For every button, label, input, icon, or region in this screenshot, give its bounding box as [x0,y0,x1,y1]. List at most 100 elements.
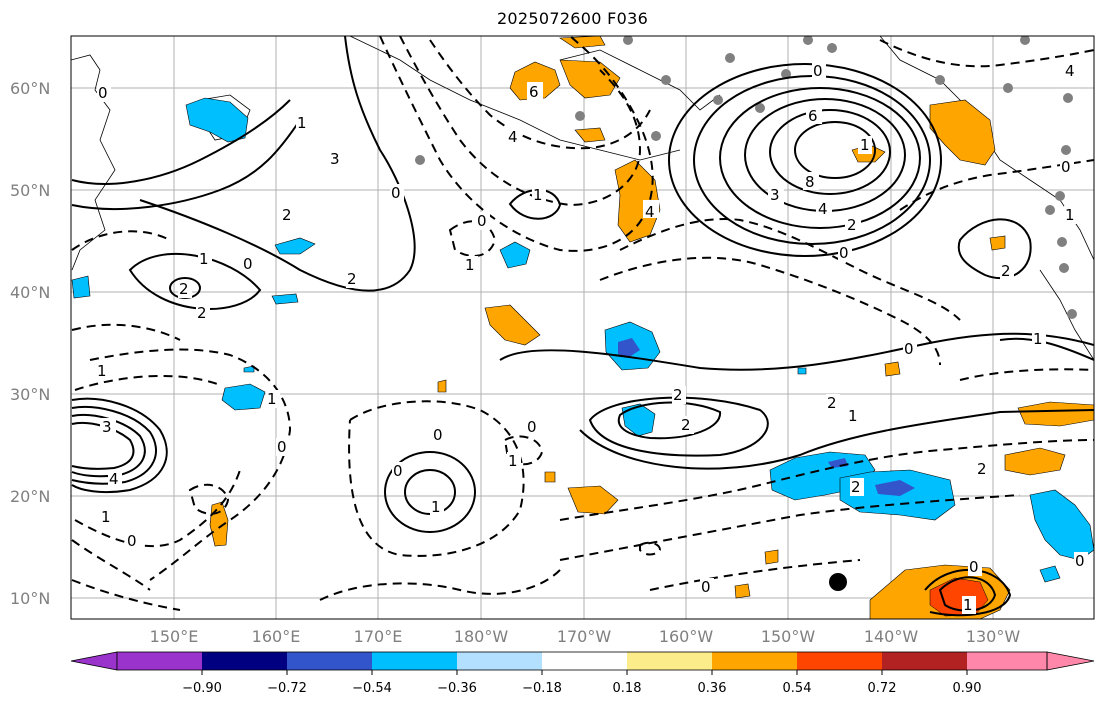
contour-label: 0 [1075,552,1085,570]
contour-label: 0 [527,418,537,436]
lat-label: 20°N [10,487,50,506]
latitude-labels: 60°N 50°N 40°N 30°N 20°N 10°N [10,79,50,608]
lon-label: 160°E [252,627,301,646]
colorbar-segment [627,652,712,670]
contour-label: 2 [347,270,357,288]
colorbar-segment [202,652,287,670]
contour-label: 1 [267,390,277,408]
contour-label: 2 [673,386,683,404]
contour-label: 0 [393,462,403,480]
colorbar-label: 0.54 [783,681,812,696]
contour-label: 1 [465,256,475,274]
contour-label: 0 [904,340,914,358]
longitude-labels: 150°E 160°E 170°E 180°W 170°W 160°W 150°… [150,627,1021,646]
colorbar-label: −0.54 [352,681,392,696]
contour-label: 2 [847,216,857,234]
lat-label: 30°N [10,385,50,404]
colorbar-segment [882,652,967,670]
lon-label: 150°E [150,627,199,646]
contour-label: 1 [860,136,870,154]
contour-label: 2 [681,416,691,434]
colorbar-label: −0.72 [267,681,307,696]
contour-label: 2 [977,460,987,478]
lat-label: 60°N [10,79,50,98]
contour-label: 1 [963,596,973,614]
contour-label: 1 [101,508,111,526]
contour-label: 0 [1061,158,1071,176]
colorbar-label: 0.72 [868,681,897,696]
colorbar-label: 0.18 [613,681,642,696]
colorbar-segment [117,652,202,670]
lon-label: 130°W [966,627,1021,646]
lat-label: 10°N [10,589,50,608]
colorbar-ticks [201,670,968,675]
negative-contours [71,36,1094,611]
contour-label: 4 [1065,62,1075,80]
lon-label: 170°W [557,627,612,646]
contour-label: 1 [297,114,307,132]
contour-label: 4 [818,200,828,218]
colorbar-label: 0.36 [698,681,727,696]
contour-label: 1 [431,498,441,516]
contour-label: 2 [197,304,207,322]
contour-label: 0 [391,184,401,202]
colorbar-segment [712,652,797,670]
contour-label: 1 [97,362,107,380]
contour-label: 1 [199,250,209,268]
contour-label: 0 [701,578,711,596]
colorbar-label: 0.90 [953,681,982,696]
lon-label: 150°W [761,627,816,646]
contour-label: 0 [127,532,137,550]
colorbar-segment [457,652,542,670]
contour-label: 0 [813,62,823,80]
contour-label: 1 [508,452,518,470]
lat-label: 40°N [10,283,50,302]
black-marker [829,573,847,591]
map-title: 2025072600 F036 [496,9,649,28]
contour-label: 6 [529,83,539,101]
colorbar-label: −0.18 [522,681,562,696]
contour-label: 2 [179,280,189,298]
contour-label: 8 [805,173,815,191]
colorbar-labels: −0.90 −0.72 −0.54 −0.36 −0.18 0.18 0.36 … [182,681,981,696]
contour-label: 1 [848,407,858,425]
contour-label: 0 [98,84,108,102]
map-frame [70,35,1095,620]
negative-anomaly-areas [71,97,1094,583]
lon-label: 180°W [454,627,509,646]
lon-label: 140°W [864,627,919,646]
contour-label: 4 [508,128,518,146]
colorbar-segment [372,652,457,670]
contour-label: 2 [851,478,861,496]
contour-label: 3 [102,418,112,436]
colorbar: −0.90 −0.72 −0.54 −0.36 −0.18 0.18 0.36 … [70,651,1095,696]
contour-label: 0 [433,426,443,444]
contour-label: 2 [1001,262,1011,280]
contour-label: 1 [1033,330,1043,348]
contour-label: 6 [808,107,818,125]
contour-label: 4 [645,203,655,221]
colorbar-label: −0.90 [182,681,222,696]
contour-label: 3 [330,150,340,168]
contour-label: 0 [243,255,253,273]
contour-label: 2 [282,206,292,224]
contour-label: 1 [1065,206,1075,224]
colorbar-max-extension [1046,651,1095,671]
colorbar-segment [287,652,372,670]
colorbar-outline [116,651,1048,671]
colorbar-segment [797,652,882,670]
colorbar-min-extension [70,651,118,671]
station-markers [415,36,1077,319]
contour-label: 3 [770,186,780,204]
contour-label: 0 [477,212,487,230]
colorbar-label: −0.36 [437,681,477,696]
contour-label-layer: 6 6 4 4 4 1 1 8 3 3 2 2 2 2 2 2 2 2 2 [96,62,1088,614]
lat-label: 50°N [10,181,50,200]
contour-label: 0 [277,438,287,456]
contour-label: 0 [839,244,849,262]
positive-contours [71,36,1094,617]
colorbar-segment [967,652,1047,670]
colorbar-segment [542,652,627,670]
contour-label: 1 [533,186,543,204]
